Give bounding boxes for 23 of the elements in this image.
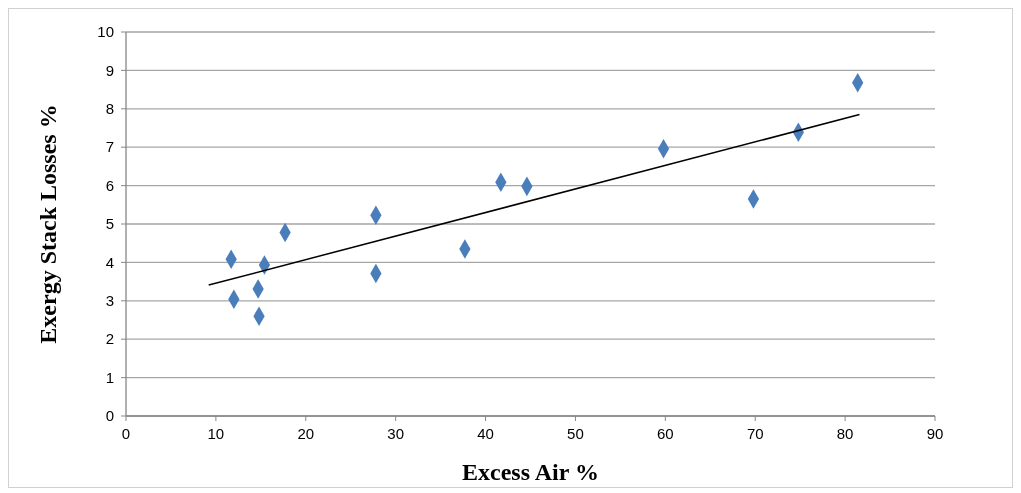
x-tick-label: 90: [926, 425, 944, 442]
y-tick-label: 9: [105, 61, 114, 79]
y-tick-label: 7: [105, 138, 114, 156]
x-tick-label: 10: [207, 425, 225, 442]
x-tick-label: 50: [567, 425, 584, 442]
x-tick-label: 40: [477, 425, 494, 442]
x-tick-label: 60: [656, 425, 674, 442]
y-tick-label: 0: [105, 407, 114, 425]
y-axis-title: Exergy Stack Losses %: [35, 104, 61, 344]
y-tick-label: 4: [105, 253, 114, 271]
y-tick-label: 2: [105, 330, 114, 348]
x-tick-label: 0: [121, 425, 131, 442]
y-tick-label: 8: [105, 100, 114, 118]
x-tick-label: 20: [297, 425, 315, 442]
y-tick-label: 3: [105, 292, 114, 310]
x-tick-label: 30: [387, 425, 405, 442]
y-tick-label: 10: [97, 23, 114, 41]
x-tick-label: 80: [836, 425, 854, 442]
x-tick-label: 70: [746, 425, 764, 442]
y-tick-label: 1: [105, 368, 114, 386]
y-tick-label: 5: [105, 215, 114, 233]
y-tick-label: 6: [105, 176, 114, 194]
x-axis-title: Excess Air %: [462, 459, 599, 485]
